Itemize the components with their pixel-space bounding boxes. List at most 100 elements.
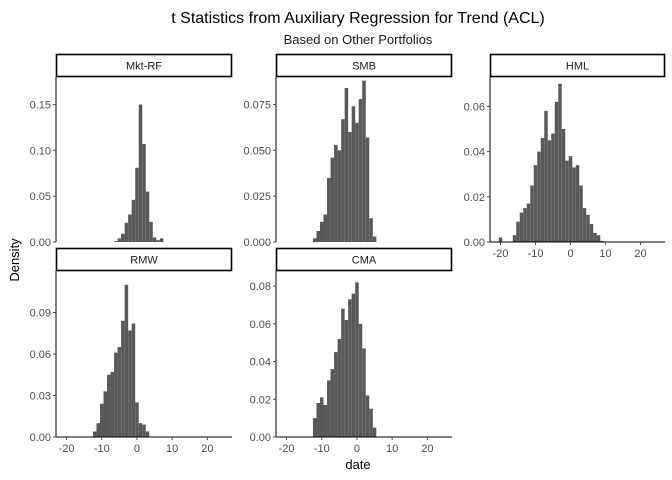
y-tick-label: 0.08: [250, 281, 271, 293]
bar: [355, 122, 359, 242]
x-tick-label: -20: [279, 443, 295, 455]
x-tick-label: 20: [634, 248, 646, 260]
bar: [316, 231, 320, 242]
bar: [107, 374, 111, 437]
bar: [348, 299, 352, 437]
bar: [512, 235, 517, 242]
x-tick-label: -10: [314, 443, 330, 455]
x-tick-label: -10: [528, 248, 544, 260]
strip-hml: [489, 53, 666, 78]
y-tick-label: 0.00: [250, 432, 271, 444]
bar: [551, 133, 555, 242]
bar: [523, 208, 527, 242]
bar: [138, 104, 143, 242]
strip-smb: [275, 53, 453, 78]
x-tick-label: 0: [134, 443, 140, 455]
x-tick-label: 10: [166, 443, 178, 455]
bar: [128, 330, 132, 437]
bar: [544, 110, 548, 242]
bar: [579, 185, 583, 242]
bar: [351, 106, 356, 242]
bar: [358, 99, 363, 242]
bar: [103, 391, 108, 437]
bar: [351, 293, 356, 437]
facet-panels: Mkt-RF0.000.050.100.15SMB0.0000.0250.050…: [30, 53, 666, 455]
chart-subtitle: Based on Other Portfolios: [284, 32, 433, 47]
bar: [156, 240, 160, 242]
y-tick-label: 0.03: [30, 391, 51, 403]
x-tick-label: 0: [354, 443, 360, 455]
chart-title: t Statistics from Auxiliary Regression f…: [171, 10, 544, 27]
bar: [516, 221, 520, 242]
y-tick-label: 0.09: [30, 308, 51, 320]
y-tick-label: 0.00: [30, 237, 51, 249]
strip-label-hml: HML: [566, 61, 589, 73]
bar: [149, 221, 153, 242]
panel-mkt-rf: Mkt-RF 0.00 0.05 0.10 0.15: [30, 53, 233, 249]
bar: [159, 238, 164, 242]
y-tick-label: 0.05: [30, 191, 51, 203]
bar: [337, 338, 342, 437]
y-tick-label: 0.15: [30, 100, 51, 112]
bar: [323, 404, 328, 437]
bar: [355, 282, 359, 437]
bar: [600, 240, 604, 242]
bar: [530, 185, 534, 242]
bar: [358, 323, 363, 437]
bar: [589, 223, 594, 242]
bar: [152, 237, 157, 242]
strip-label-cma: CMA: [352, 255, 377, 267]
bar: [131, 323, 136, 437]
bar: [114, 241, 118, 242]
y-tick-label: 0.04: [464, 147, 485, 159]
y-tick-label: 0.06: [30, 349, 51, 361]
y-tick-label: 0.025: [243, 191, 271, 203]
bar: [110, 371, 115, 437]
bar: [312, 238, 317, 242]
bar: [526, 203, 531, 242]
bar: [369, 408, 373, 437]
bar: [117, 238, 122, 242]
bar: [565, 160, 569, 242]
bar: [135, 167, 139, 242]
y-axis-label: Density: [7, 238, 22, 282]
bar: [316, 403, 320, 437]
bar: [572, 167, 576, 242]
bar: [330, 157, 335, 242]
bar: [327, 177, 331, 242]
bar: [124, 284, 129, 437]
bar: [362, 348, 366, 437]
bar: [372, 427, 377, 437]
bar: [327, 380, 331, 437]
strip-label-smb: SMB: [352, 61, 376, 73]
panel-rmw: RMW 0.00 0.03 0.06 0.09 -20 -10 0 10 20: [30, 247, 233, 455]
bar: [341, 308, 345, 437]
bar: [519, 212, 524, 242]
x-tick-label: 20: [421, 443, 433, 455]
x-tick-label: 10: [599, 248, 611, 260]
bar: [323, 214, 328, 242]
bar: [348, 132, 352, 242]
bar: [117, 347, 122, 437]
panel-cma: CMA 0.00 0.02 0.04 0.06 0.08 -20 -10 0 10 20: [250, 247, 453, 455]
panel-smb: SMB 0.000 0.025 0.050 0.075: [243, 53, 453, 249]
bar: [330, 369, 335, 437]
bar: [96, 423, 100, 437]
x-tick-label: 10: [386, 443, 398, 455]
y-tick-label: 0.10: [30, 145, 51, 157]
strip-rmw: [55, 247, 233, 272]
y-tick-label: 0.06: [250, 319, 271, 331]
bar: [362, 80, 366, 243]
bar: [593, 232, 597, 242]
y-tick-label: 0.050: [243, 145, 271, 157]
y-tick-label: 0.00: [464, 237, 485, 249]
strip-label-rmw: RMW: [130, 255, 158, 267]
bar: [92, 431, 97, 437]
bar: [369, 218, 373, 242]
bar: [131, 199, 136, 242]
x-tick-label: 0: [567, 248, 573, 260]
x-tick-label: 20: [201, 443, 213, 455]
strip-mkt-rf: [55, 53, 233, 78]
bar: [533, 165, 538, 242]
